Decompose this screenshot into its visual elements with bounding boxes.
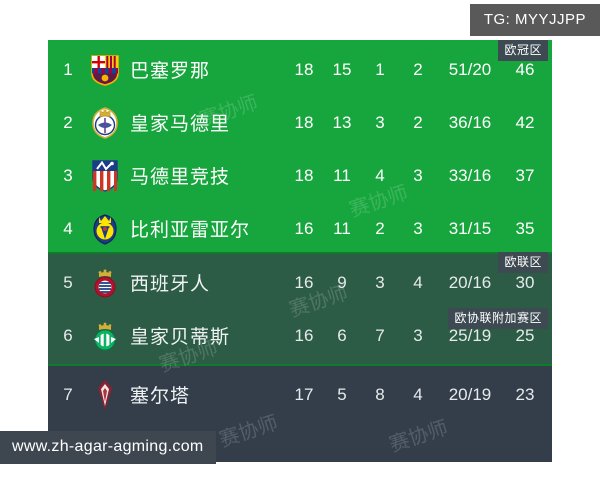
lost-cell: 2 — [413, 112, 423, 132]
lost-cell: 3 — [413, 325, 423, 345]
real-betis-crest-icon — [88, 319, 122, 353]
played-cell: 16 — [294, 218, 314, 238]
rank-cell: 4 — [63, 218, 73, 238]
celta-vigo-crest-icon — [88, 378, 122, 412]
band-divider-2 — [48, 364, 552, 366]
table-row[interactable]: 5 西班牙人 16 9 3 4 20/16 30 — [48, 256, 552, 309]
zone-badge-europa: 欧联区 — [498, 252, 548, 273]
played-cell: 18 — [294, 165, 314, 185]
drawn-cell: 1 — [375, 59, 385, 79]
lost-cell: 3 — [413, 165, 423, 185]
played-cell: 16 — [294, 272, 314, 292]
goals-cell: 25/19 — [448, 325, 492, 345]
won-cell: 15 — [332, 59, 352, 79]
won-cell: 9 — [337, 272, 347, 292]
rank-cell: 5 — [63, 272, 73, 292]
rank-cell: 1 — [63, 59, 73, 79]
rank-cell: 6 — [63, 325, 73, 345]
goals-cell: 36/16 — [448, 112, 492, 132]
points-cell: 42 — [515, 112, 535, 132]
table-row[interactable]: 4 比利亚雷亚尔 16 11 2 3 31/15 35 — [48, 202, 552, 255]
goals-cell: 20/16 — [448, 272, 492, 292]
rank-cell: 7 — [63, 384, 73, 404]
won-cell: 6 — [337, 325, 347, 345]
points-cell: 25 — [515, 325, 535, 345]
won-cell: 5 — [337, 384, 347, 404]
goals-cell: 51/20 — [448, 59, 492, 79]
goals-cell: 31/15 — [448, 218, 492, 238]
played-cell: 18 — [294, 59, 314, 79]
lost-cell: 3 — [413, 218, 423, 238]
zone-badge-conference-playoff: 欧协联附加赛区 — [448, 308, 548, 329]
villarreal-crest-icon — [88, 212, 122, 246]
goals-cell: 33/16 — [448, 165, 492, 185]
points-cell: 23 — [515, 384, 535, 404]
goals-cell: 20/19 — [448, 384, 492, 404]
site-watermark: www.zh-agar-agming.com — [0, 431, 216, 464]
won-cell: 11 — [333, 218, 351, 238]
lost-cell: 4 — [413, 272, 423, 292]
played-cell: 17 — [294, 384, 314, 404]
drawn-cell: 8 — [375, 384, 385, 404]
drawn-cell: 2 — [375, 218, 385, 238]
telegram-watermark: TG: MYYJJPP — [469, 4, 600, 36]
drawn-cell: 4 — [375, 165, 385, 185]
team-name: 皇家马德里 — [130, 113, 231, 135]
rank-cell: 2 — [63, 112, 73, 132]
won-cell: 11 — [333, 165, 351, 185]
table-row[interactable]: 7 塞尔塔 17 5 8 4 20/19 23 — [48, 368, 552, 421]
table-row[interactable]: 2 皇家马德里 18 13 3 2 36/16 42 — [48, 96, 552, 149]
atletico-madrid-crest-icon — [88, 159, 122, 193]
lost-cell: 4 — [413, 384, 423, 404]
played-cell: 16 — [294, 325, 314, 345]
won-cell: 13 — [332, 112, 352, 132]
team-name: 巴塞罗那 — [130, 60, 211, 82]
zone-badge-champions: 欧冠区 — [498, 40, 548, 61]
team-name: 马德里竞技 — [130, 166, 231, 188]
points-cell: 30 — [515, 272, 535, 292]
real-madrid-crest-icon — [88, 106, 122, 140]
points-cell: 35 — [515, 218, 535, 238]
team-name: 塞尔塔 — [130, 385, 191, 407]
points-cell: 46 — [515, 59, 535, 79]
drawn-cell: 3 — [375, 272, 385, 292]
table-row[interactable]: 6 皇家贝蒂斯 16 6 — [48, 309, 552, 362]
drawn-cell: 7 — [375, 325, 385, 345]
league-standings-table[interactable]: 赛协师 赛协师 赛协师 赛协师 赛协师 赛协师 1 — [48, 40, 552, 462]
points-cell: 37 — [515, 165, 535, 185]
rank-cell: 3 — [63, 165, 73, 185]
played-cell: 18 — [294, 112, 314, 132]
table-row[interactable]: 1 — [48, 43, 552, 96]
table-row[interactable]: 3 马德里竞技 18 11 4 3 33/16 37 — [48, 149, 552, 202]
espanyol-crest-icon — [88, 266, 122, 300]
team-name: 西班牙人 — [130, 273, 211, 295]
zone-band-champions — [48, 40, 552, 252]
barcelona-crest-icon — [88, 53, 122, 87]
team-name: 比利亚雷亚尔 — [130, 219, 251, 241]
band-divider-1 — [48, 252, 552, 254]
team-name: 皇家贝蒂斯 — [130, 326, 231, 348]
lost-cell: 2 — [413, 59, 423, 79]
drawn-cell: 3 — [375, 112, 385, 132]
